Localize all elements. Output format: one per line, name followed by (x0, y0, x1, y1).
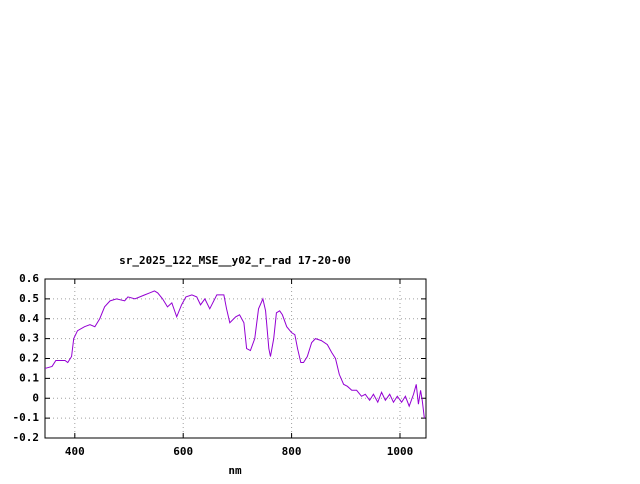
y-tick-label: 0.2 (19, 352, 39, 365)
y-tick-label: -0.1 (13, 411, 40, 424)
x-axis-label: nm (228, 464, 242, 477)
x-tick-label: 400 (65, 445, 85, 458)
y-tick-label: 0.5 (19, 292, 39, 305)
y-tick-label: 0.3 (19, 332, 39, 345)
data-line (44, 290, 425, 419)
x-tick-label: 600 (173, 445, 193, 458)
chart-title: sr_2025_122_MSE__y02_r_rad 17-20-00 (119, 254, 351, 267)
x-tick-label: 800 (282, 445, 302, 458)
y-tick-label: 0.1 (19, 371, 39, 384)
y-tick-label: 0.4 (19, 312, 39, 325)
plot-frame (44, 278, 427, 439)
y-tick-label: 0 (32, 391, 39, 404)
y-tick-label: -0.2 (13, 431, 40, 444)
x-tick-label: 1000 (387, 445, 414, 458)
y-tick-label: 0.6 (19, 272, 39, 285)
